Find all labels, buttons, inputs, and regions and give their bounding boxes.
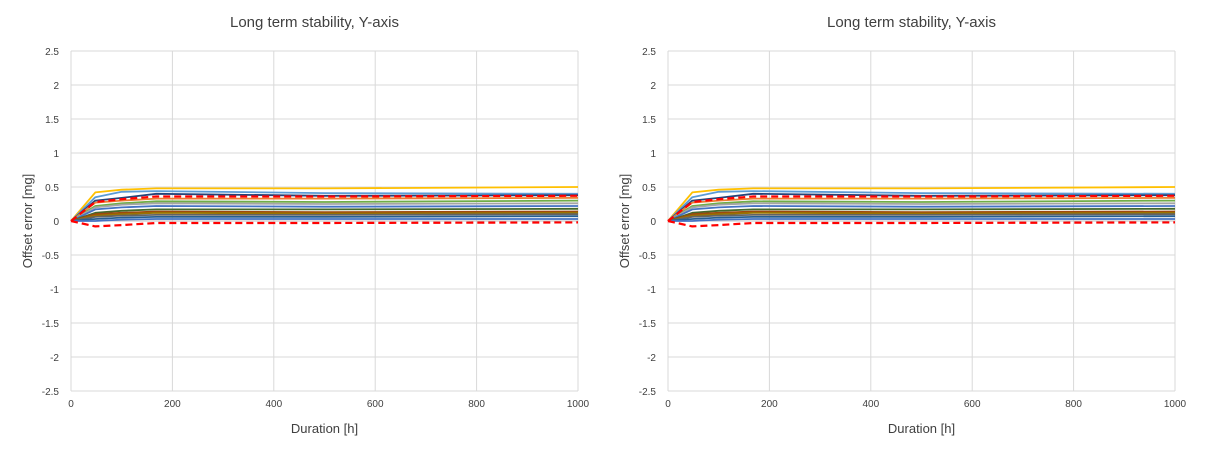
x-tick-label: 200 [164,399,181,410]
y-axis-label: Offset error [mg] [617,174,632,268]
y-tick-label: -1 [50,285,59,296]
series-line-s10 [667,210,1176,222]
x-axis-label: Duration [h] [291,421,358,436]
y-tick-label: 1 [650,149,656,160]
series-line-s7 [667,202,1176,222]
y-tick-label: -0.5 [639,251,657,262]
series-line-s8 [70,205,579,222]
y-tick-label: 2.5 [642,47,656,58]
series-line-s12 [70,213,579,222]
series-line-s9 [70,207,579,222]
y-tick-label: -1.5 [639,319,657,330]
series-line-s4 [70,194,579,222]
chart-title: Long term stability, Y-axis [230,14,399,31]
y-tick-label: -2 [647,353,656,364]
y-tick-label: -1 [647,285,656,296]
y-axis-label: Offset error [mg] [20,174,35,268]
series-line-s11 [70,211,579,222]
series-line-s1 [667,186,1176,222]
y-tick-label: 2 [53,81,59,92]
series-line-s15 [667,219,1176,228]
series-line-s10 [70,210,579,222]
series-line-s7 [70,202,579,222]
x-tick-label: 800 [468,399,485,410]
x-tick-label: 400 [265,399,282,410]
y-tick-label: -0.5 [42,251,60,262]
y-tick-label: -1.5 [42,319,60,330]
x-tick-label: 600 [964,399,981,410]
y-tick-label: 1.5 [642,115,656,126]
series-line-s13 [667,215,1176,222]
y-tick-label: 2 [650,81,656,92]
series-line-s4 [667,194,1176,222]
chart-title: Long term stability, Y-axis [827,14,996,31]
y-tick-label: 0 [53,217,59,228]
x-tick-label: 0 [665,399,671,410]
y-tick-label: 1.5 [45,115,59,126]
y-tick-label: 0.5 [642,183,656,194]
y-tick-label: 2.5 [45,47,59,58]
y-tick-label: -2.5 [42,387,60,398]
x-tick-label: 200 [761,399,778,410]
x-tick-label: 1000 [567,399,590,410]
series-line-s2 [667,190,1176,222]
series-line-s14 [668,218,1175,222]
chart-left: Long term stability, Y-axis2.521.510.50-… [20,14,590,436]
series-line-s12 [667,213,1176,222]
y-tick-label: -2.5 [639,387,657,398]
y-tick-label: 0 [650,217,656,228]
series-line-s15 [70,219,579,228]
y-tick-label: -2 [50,353,59,364]
series-line-s13 [70,215,579,222]
series-line-s6 [70,199,579,222]
chart-right: Long term stability, Y-axis2.521.510.50-… [617,14,1187,436]
series-line-s8 [667,205,1176,222]
x-tick-label: 0 [68,399,74,410]
x-tick-label: 600 [367,399,384,410]
series-line-s14 [71,218,578,222]
series-line-s2 [70,190,579,222]
y-tick-label: 0.5 [45,183,59,194]
series-line-s6 [667,199,1176,222]
y-tick-label: 1 [53,149,59,160]
series-line-s9 [667,207,1176,222]
x-tick-label: 400 [862,399,879,410]
x-tick-label: 1000 [1164,399,1187,410]
series-line-s1 [70,186,579,222]
series-line-s11 [667,211,1176,222]
x-tick-label: 800 [1065,399,1082,410]
x-axis-label: Duration [h] [888,421,955,436]
